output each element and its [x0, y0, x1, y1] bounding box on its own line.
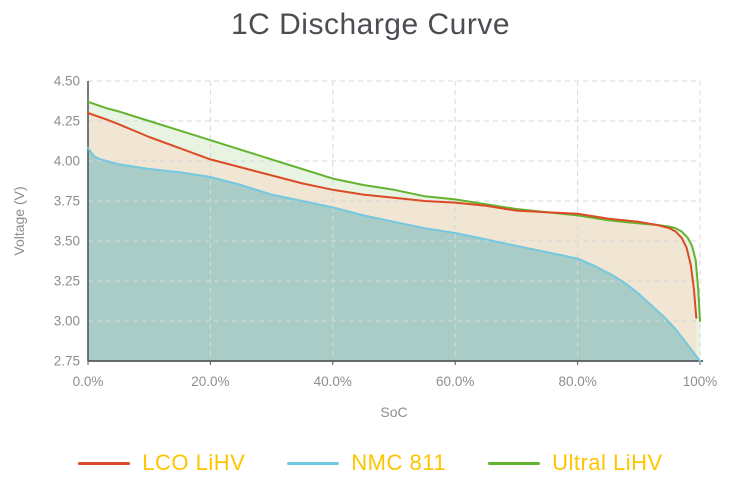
y-tick-label: 3.00 [54, 314, 80, 329]
discharge-curve-plot: 2.75 3.00 3.25 3.50 3.75 4.00 4.25 4.50 0.0% 20.0… [11, 74, 718, 421]
series-line-lco-lihv [87, 112, 698, 319]
y-tick-label: 4.25 [54, 114, 80, 129]
legend-label-lco-lihv: LCO LiHV [142, 450, 246, 475]
legend-label-nmc-811: NMC 811 [351, 450, 447, 475]
x-tick-label: 0.0% [73, 374, 104, 389]
x-tick-label: 100% [683, 374, 718, 389]
chart-title: 1C Discharge Curve [230, 8, 511, 41]
legend-item-nmc-811[interactable]: NMC 811 [287, 450, 446, 476]
ultral-lihv-line-swatch-icon [488, 461, 541, 465]
y-tick-label: 4.00 [54, 154, 80, 169]
chart-legend: LCO LiHV NMC 811 Ultral LiHV [0, 450, 741, 476]
y-axis-title: Voltage (V) [11, 186, 27, 255]
nmc-811-line-swatch-icon [287, 461, 340, 465]
y-tick-label: 2.75 [54, 354, 80, 369]
x-tick-label: 80.0% [558, 374, 596, 389]
x-tick-label: 20.0% [191, 374, 229, 389]
x-axis-title: SoC [380, 404, 407, 420]
legend-item-ultral-lihv[interactable]: Ultral LiHV [488, 450, 663, 476]
y-tick-label: 3.25 [54, 274, 80, 289]
y-tick-label: 3.50 [54, 234, 80, 249]
series-line-nmc-811 [87, 147, 701, 362]
lco-lihv-line-swatch-icon [78, 461, 131, 465]
y-tick-label: 3.75 [54, 194, 80, 209]
x-tick-label: 40.0% [314, 374, 352, 389]
y-tick-label: 4.50 [54, 74, 80, 89]
series-line-ultral-lihv [87, 100, 701, 322]
x-tick-label: 60.0% [436, 374, 474, 389]
legend-label-ultral-lihv: Ultral LiHV [552, 450, 663, 475]
legend-item-lco-lihv[interactable]: LCO LiHV [78, 450, 245, 476]
